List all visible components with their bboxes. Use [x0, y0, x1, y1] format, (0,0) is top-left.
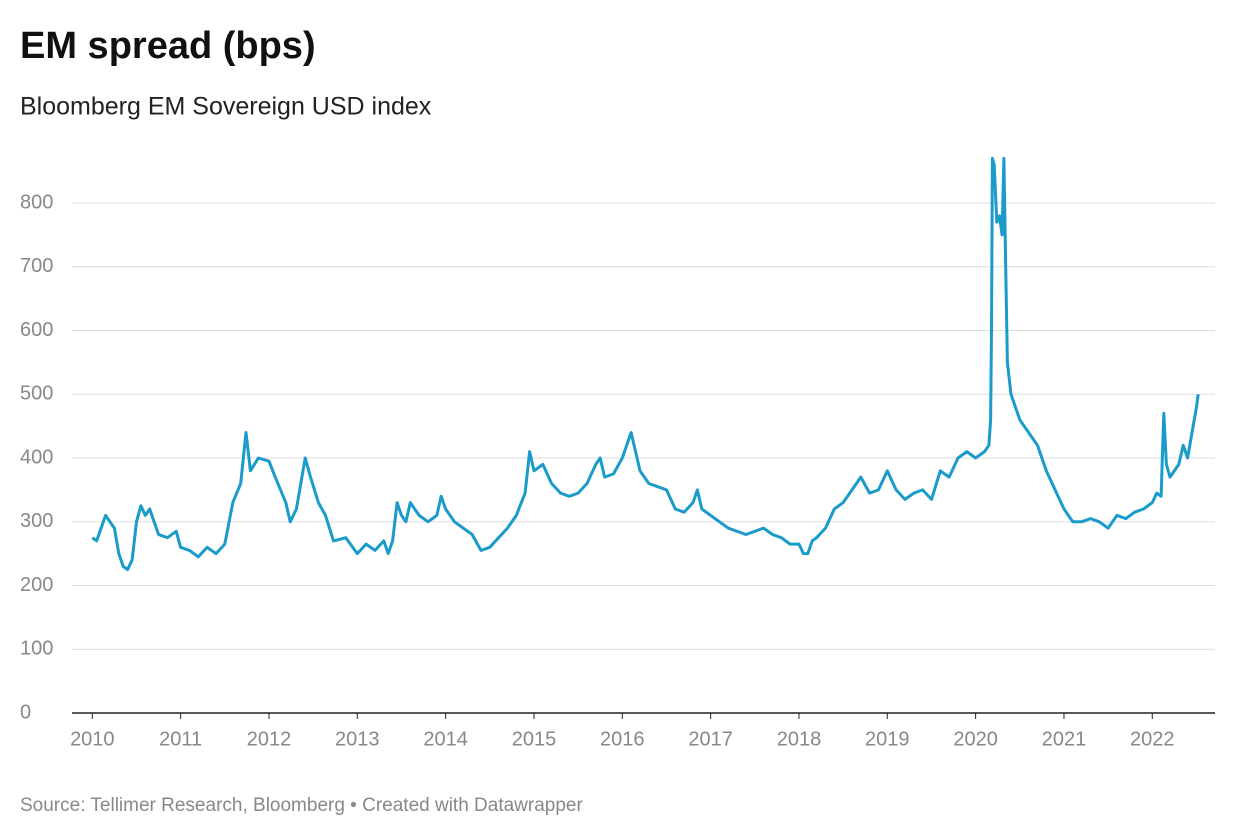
x-tick-label: 2013	[335, 728, 380, 750]
x-tick-label: 2015	[512, 728, 557, 750]
y-tick-label: 300	[20, 510, 53, 532]
data-line	[91, 156, 1200, 572]
x-tick-label: 2011	[159, 728, 202, 750]
y-tick-label: 800	[20, 191, 53, 213]
y-tick-label: 400	[20, 446, 53, 468]
x-tick-label: 2012	[247, 728, 292, 750]
y-tick-label: 0	[20, 701, 31, 723]
source-note: Source: Tellimer Research, Bloomberg • C…	[20, 795, 584, 816]
x-tick-label: 2020	[953, 728, 998, 750]
x-tick-label: 2016	[600, 728, 645, 750]
x-tick-label: 2021	[1042, 728, 1087, 750]
x-tick-label: 2022	[1130, 728, 1175, 750]
y-tick-label: 500	[20, 383, 53, 405]
x-tick-label: 2018	[777, 728, 822, 750]
y-tick-label: 600	[20, 319, 53, 341]
y-tick-label: 200	[20, 574, 53, 596]
chart-title: EM spread (bps)	[20, 25, 316, 67]
y-tick-label: 700	[20, 255, 53, 277]
x-tick-label: 2019	[865, 728, 910, 750]
x-tick-label: 2017	[688, 728, 733, 750]
chart-subtitle: Bloomberg EM Sovereign USD index	[20, 93, 432, 121]
x-tick-label: 2014	[423, 728, 468, 750]
y-tick-label: 100	[20, 638, 53, 660]
x-tick-label: 2010	[70, 728, 115, 750]
